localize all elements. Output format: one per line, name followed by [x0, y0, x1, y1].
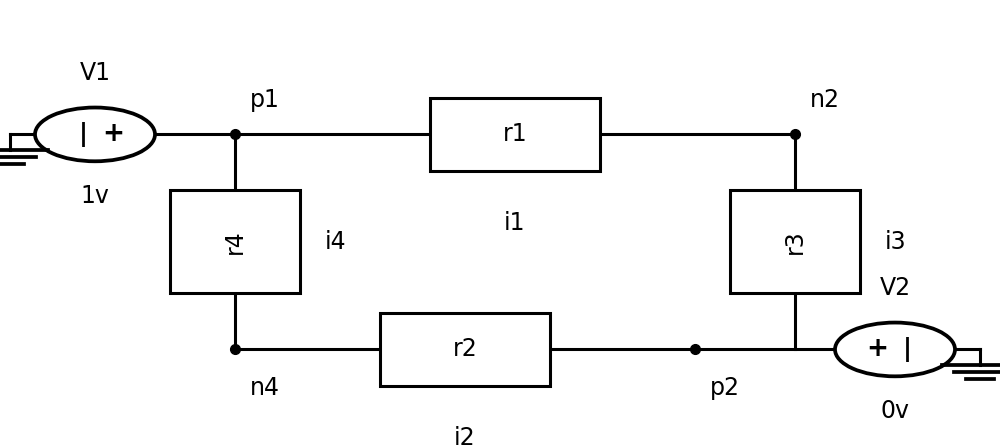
Bar — [170, 190, 300, 293]
Text: i4: i4 — [325, 230, 347, 254]
Text: p1: p1 — [250, 88, 280, 112]
Text: 1v: 1v — [81, 184, 109, 208]
Circle shape — [35, 108, 155, 161]
Circle shape — [835, 323, 955, 376]
Text: 0v: 0v — [881, 399, 910, 423]
Text: |: | — [78, 122, 88, 147]
Text: i3: i3 — [885, 230, 907, 254]
Text: |: | — [902, 337, 912, 362]
Bar — [380, 313, 550, 386]
Bar — [430, 98, 600, 171]
Bar — [730, 190, 860, 293]
Text: p2: p2 — [710, 376, 740, 401]
Text: n2: n2 — [810, 88, 840, 112]
Text: V2: V2 — [879, 276, 911, 300]
Text: r4: r4 — [223, 229, 247, 254]
Text: +: + — [866, 336, 888, 362]
Text: r3: r3 — [783, 229, 807, 254]
Text: n4: n4 — [250, 376, 280, 401]
Text: r1: r1 — [503, 122, 527, 146]
Text: +: + — [102, 121, 124, 147]
Text: i2: i2 — [454, 426, 476, 448]
Text: r2: r2 — [453, 337, 477, 362]
Text: i1: i1 — [504, 211, 526, 236]
Text: V1: V1 — [80, 61, 110, 85]
